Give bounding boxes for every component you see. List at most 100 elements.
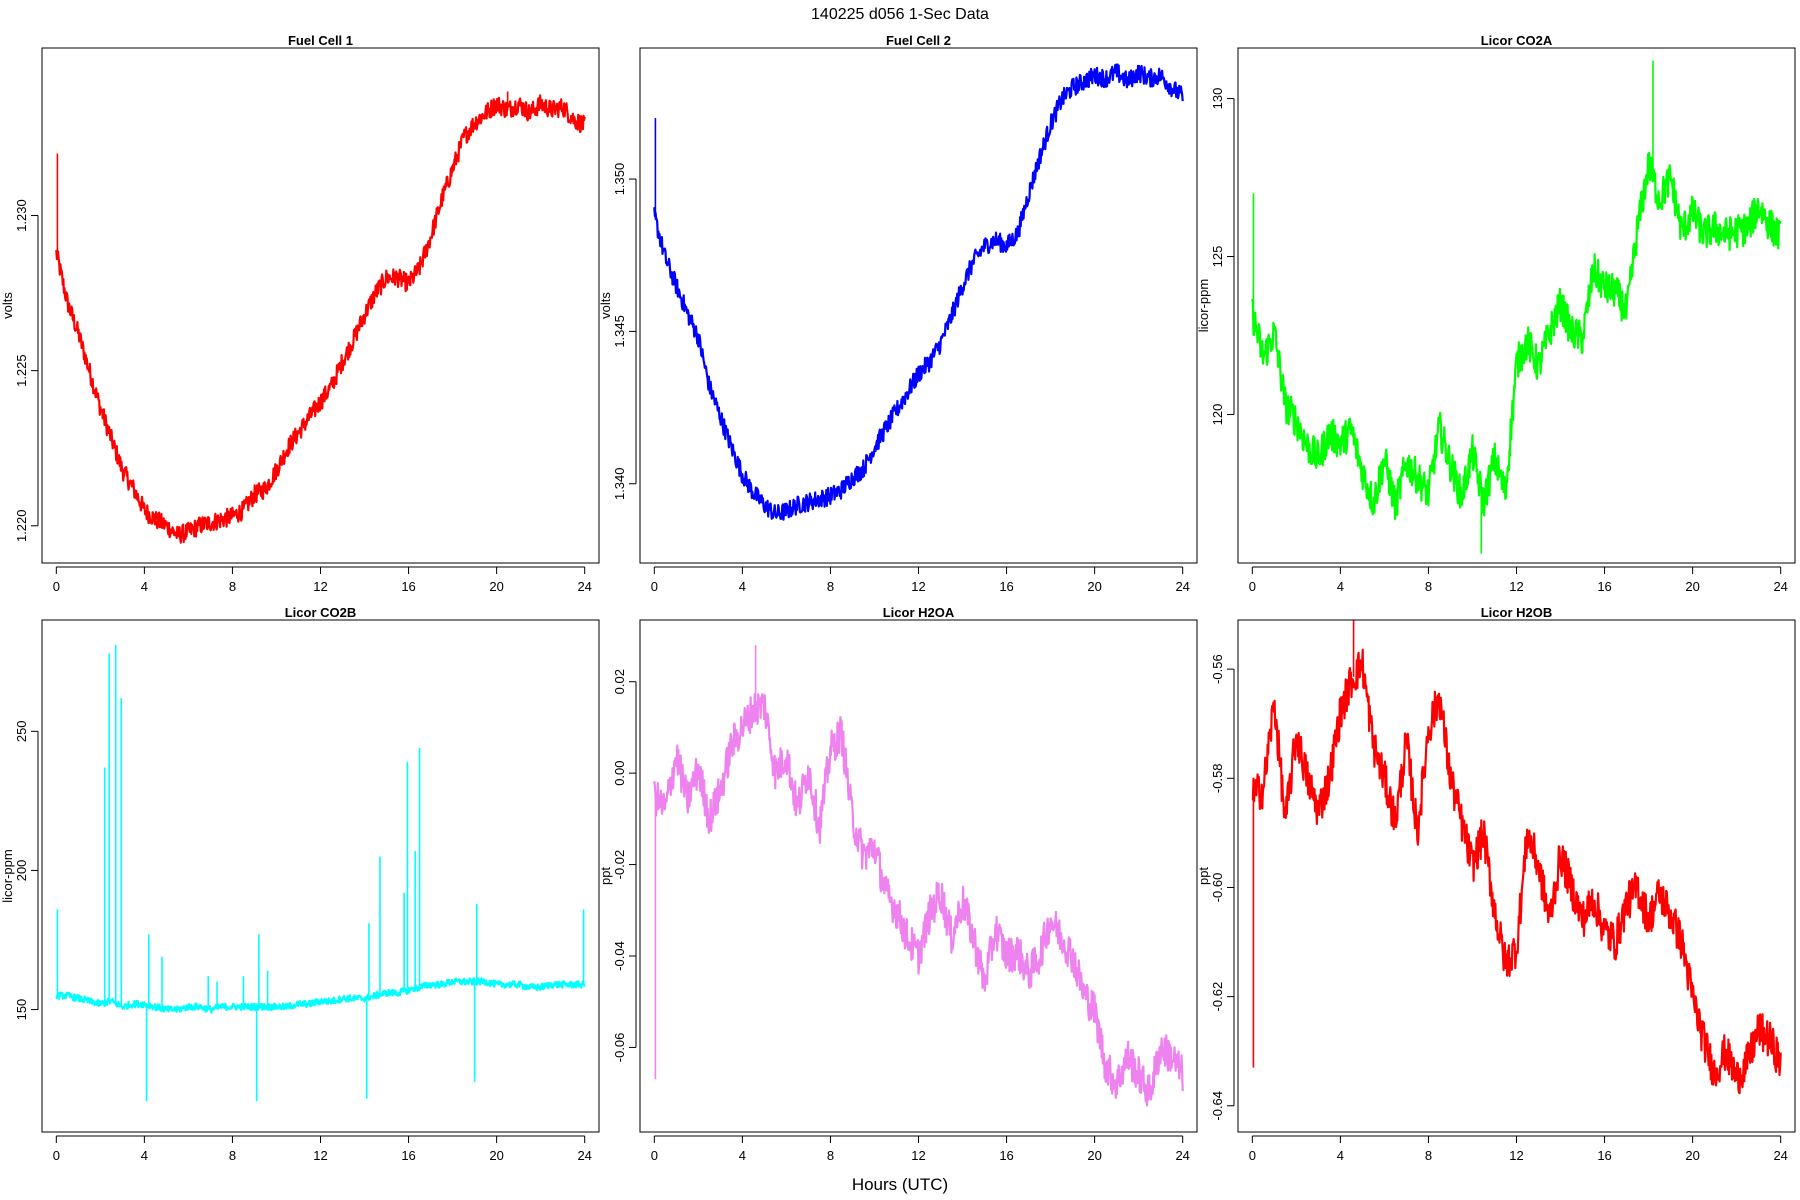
plot-frame [1237,47,1796,564]
x-tick-label: 12 [1509,579,1523,594]
x-tick-label: 12 [313,1148,327,1163]
x-tick-label: 20 [1087,579,1101,594]
y-tick-label: -0.02 [612,850,627,880]
panels: Fuel Cell 1 volts 0 4 8 12 16 20 24 1.220 1.225 1.2… [0,33,1796,1163]
data-series-line [1251,648,1782,1095]
x-tick-label: 20 [1685,1148,1699,1163]
x-tick-label: 20 [1685,579,1699,594]
x-tick-label: 24 [577,1148,591,1163]
y-tick-label: 130 [1210,88,1225,110]
x-tick-label: 12 [911,579,925,594]
x-tick-label: 4 [141,1148,148,1163]
data-series-line [55,977,586,1014]
panel-title: Licor CO2B [285,605,357,620]
x-tick-label: 20 [489,1148,503,1163]
data-series-line [55,94,586,544]
x-tick-label: 8 [827,579,834,594]
y-tick-label: -0.64 [1210,1091,1225,1121]
plot-frame [41,619,600,1133]
y-axis-label: ppt [598,867,613,885]
x-tick-label: 8 [827,1148,834,1163]
y-tick-label: 0.00 [612,760,627,785]
x-tick-label: 0 [1249,579,1256,594]
x-tick-label: 20 [1087,1148,1101,1163]
y-tick-label: 1.350 [612,163,627,196]
figure-title: 140225 d056 1-Sec Data [811,6,989,23]
y-axis-label: volts [598,292,613,319]
y-tick-label: 120 [1210,404,1225,426]
x-tick-label: 24 [577,579,591,594]
x-tick-label: 24 [1773,579,1787,594]
x-tick-label: 0 [1249,1148,1256,1163]
x-tick-label: 24 [1175,579,1189,594]
x-tick-label: 16 [401,579,415,594]
plot-frame [41,47,600,564]
panel-2: Fuel Cell 2 volts 0 4 8 12 16 20 24 1.340 1.345 1.3… [598,33,1198,594]
x-tick-label: 16 [401,1148,415,1163]
figure-x-axis-label: Hours (UTC) [852,1175,948,1194]
y-tick-label: -0.56 [1210,654,1225,684]
y-tick-label: -0.58 [1210,763,1225,793]
panel-title: Fuel Cell 1 [288,33,353,48]
panel-title: Fuel Cell 2 [886,33,951,48]
x-tick-label: 8 [229,579,236,594]
x-tick-label: 4 [739,1148,746,1163]
panel-1: Fuel Cell 1 volts 0 4 8 12 16 20 24 1.220 1.225 1.2… [0,33,600,594]
x-tick-label: 16 [999,579,1013,594]
x-tick-label: 8 [229,1148,236,1163]
y-tick-label: 250 [14,720,29,742]
panel-title: Licor H2OA [883,605,955,620]
y-tick-label: 1.220 [14,509,29,542]
y-tick-label: -0.06 [612,1033,627,1063]
plot-frame [639,619,1198,1133]
x-tick-label: 0 [53,579,60,594]
panel-5: Licor H2OA ppt 0 4 8 12 16 20 24 -0.06 -0.04 -0.02 0… [598,605,1198,1163]
panel-title: Licor CO2A [1481,33,1553,48]
x-tick-label: 4 [739,579,746,594]
x-tick-label: 16 [1597,579,1611,594]
y-axis-label: licor-ppm [0,849,15,902]
y-tick-label: 1.230 [14,199,29,232]
x-tick-label: 24 [1773,1148,1787,1163]
x-tick-label: 4 [141,579,148,594]
y-tick-label: 150 [14,999,29,1021]
y-tick-label: 0.02 [612,669,627,694]
x-tick-label: 20 [489,579,503,594]
x-tick-label: 0 [651,579,658,594]
data-series-line [1251,151,1782,521]
data-series-line [653,63,1184,521]
x-tick-label: 12 [1509,1148,1523,1163]
x-tick-label: 4 [1337,1148,1344,1163]
y-tick-label: 1.225 [14,354,29,387]
x-tick-label: 0 [53,1148,60,1163]
y-tick-label: 200 [14,860,29,882]
x-tick-label: 4 [1337,579,1344,594]
x-tick-label: 12 [313,579,327,594]
y-tick-label: -0.60 [1210,873,1225,903]
y-tick-label: -0.62 [1210,982,1225,1012]
x-tick-label: 0 [651,1148,658,1163]
x-tick-label: 8 [1425,579,1432,594]
panel-6: Licor H2OB ppt 0 4 8 12 16 20 24 -0.64 -0.62 -0.60 -… [1196,605,1796,1163]
panel-3: Licor CO2A licor-ppm 0 4 8 12 16 20 24 120 125 130 [1196,33,1796,594]
y-tick-label: 1.345 [612,315,627,348]
y-axis-label: volts [0,292,15,319]
y-axis-label: ppt [1196,867,1211,885]
x-tick-label: 24 [1175,1148,1189,1163]
x-tick-label: 12 [911,1148,925,1163]
y-tick-label: -0.04 [612,941,627,971]
panel-title: Licor H2OB [1481,605,1553,620]
x-tick-label: 16 [1597,1148,1611,1163]
data-series-line [653,692,1184,1107]
y-tick-label: 1.340 [612,467,627,500]
y-axis-label: licor-ppm [1196,279,1211,332]
x-tick-label: 16 [999,1148,1013,1163]
plot-frame [1237,619,1796,1133]
x-tick-label: 8 [1425,1148,1432,1163]
plot-frame [639,47,1198,564]
panel-4: Licor CO2B licor-ppm 0 4 8 12 16 20 24 150 200 250 [0,605,600,1163]
y-tick-label: 125 [1210,246,1225,268]
